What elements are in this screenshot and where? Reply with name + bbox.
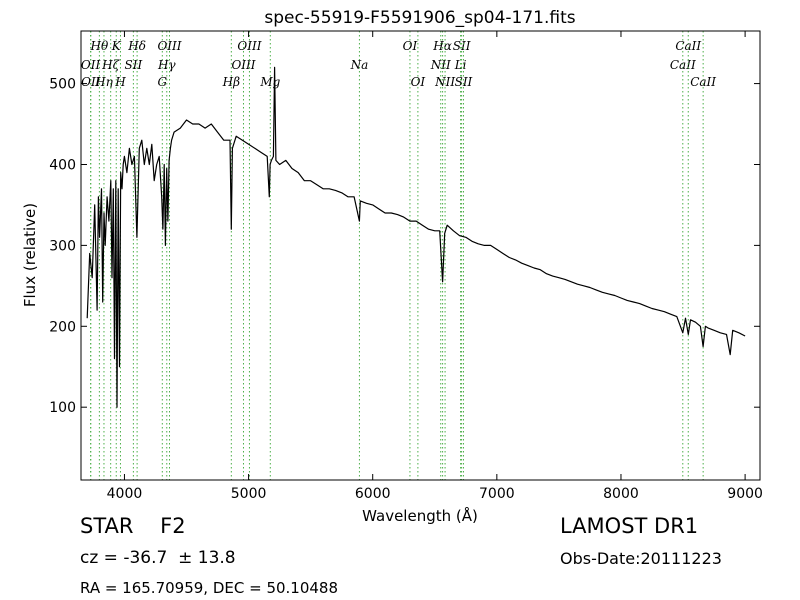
line-marker-label-3: Hη [94, 75, 113, 89]
line-marker-label-13: OIII [231, 58, 255, 72]
y-tick-label-1: 200 [49, 319, 76, 335]
obs-date: Obs-Date:20111223 [560, 549, 722, 568]
coordinates: RA = 165.70959, DEC = 50.10488 [80, 579, 339, 597]
chart-title: spec-55919-F5591906_sp04-171.fits [264, 8, 575, 28]
line-marker-label-15: Mg [259, 75, 280, 89]
line-marker-label-27: CaII [690, 75, 716, 89]
line-marker-label-4: Hζ [101, 58, 120, 72]
y-tick-label-0: 100 [49, 400, 76, 416]
line-marker-label-21: NII [434, 75, 455, 89]
line-marker-label-19: NII [430, 58, 451, 72]
line-marker-label-7: SII [125, 58, 143, 72]
object-class: STAR F2 [80, 514, 186, 538]
y-tick-label-2: 300 [49, 238, 76, 254]
x-axis-label: Wavelength (Å) [362, 506, 478, 525]
line-marker-label-16: Na [350, 58, 369, 72]
line-marker-label-25: CaII [670, 58, 696, 72]
line-marker-label-8: Hδ [127, 39, 146, 53]
x-tick-label-2: 6000 [355, 486, 391, 502]
line-marker-label-12: Hβ [222, 75, 240, 89]
line-marker-label-2: OII [81, 75, 101, 89]
line-marker-label-24: SII [455, 75, 473, 89]
line-marker-label-23: SII [453, 39, 471, 53]
line-marker-label-5: H [114, 75, 126, 89]
survey-name: LAMOST DR1 [560, 514, 699, 538]
x-tick-label-1: 5000 [231, 486, 267, 502]
x-tick-label-0: 4000 [107, 486, 143, 502]
redshift-value: cz = -36.7 ± 13.8 [80, 548, 236, 568]
spectrum-line [86, 66, 746, 408]
x-tick-label-4: 8000 [603, 486, 639, 502]
line-marker-label-22: Li [454, 58, 467, 72]
y-tick-label-3: 400 [49, 157, 76, 173]
line-marker-label-17: OI [403, 39, 418, 53]
line-marker-label-20: Hα [432, 39, 452, 53]
line-marker-label-10: Hγ [157, 58, 176, 72]
y-tick-label-4: 500 [49, 77, 76, 93]
y-axis-label: Flux (relative) [21, 203, 39, 307]
line-marker-label-14: OIII [237, 39, 261, 53]
x-tick-label-3: 7000 [479, 486, 515, 502]
plot-frame [80, 30, 761, 481]
line-marker-label-26: CaII [675, 39, 701, 53]
line-marker-label-18: OI [411, 75, 426, 89]
line-marker-label-9: G [158, 75, 168, 89]
line-marker-label-6: K [111, 39, 122, 53]
line-marker-label-1: OII [81, 58, 101, 72]
line-marker-label-0: Hθ [90, 39, 109, 53]
line-marker-label-11: OIII [157, 39, 181, 53]
x-tick-label-5: 9000 [727, 486, 763, 502]
